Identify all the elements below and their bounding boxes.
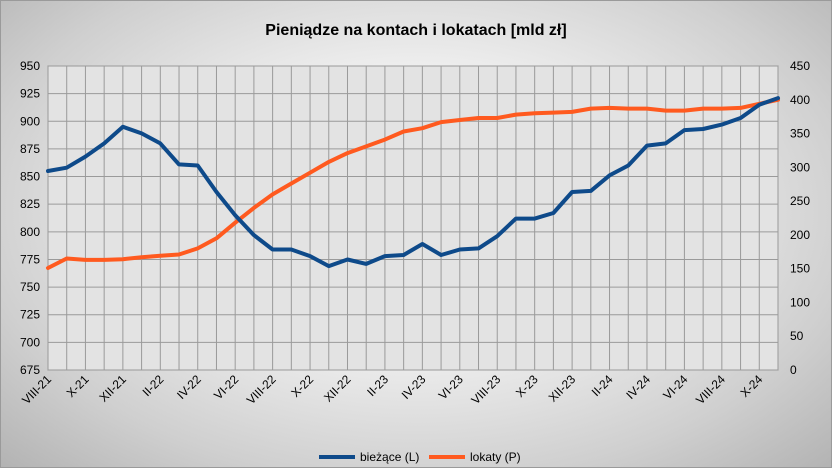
left-tick-label: 750 — [20, 280, 40, 294]
left-tick-label: 950 — [20, 59, 40, 73]
x-tick-label: VIII-23 — [468, 372, 503, 407]
x-tick-label: X-24 — [738, 372, 766, 400]
x-tick-label: XII-21 — [96, 372, 129, 405]
x-tick-label: IV-23 — [399, 372, 429, 402]
right-tick-label: 400 — [790, 93, 810, 107]
right-axis-ticks: 0 50 100 150 200 250 300 350 400 450 — [790, 59, 810, 377]
legend: bieżące (L) lokaty (P) — [319, 450, 521, 464]
right-tick-label: 350 — [790, 127, 810, 141]
grid — [47, 65, 779, 371]
series-line — [46, 96, 780, 269]
chart-title: Pieniądze na kontach i lokatach [mld zł] — [265, 22, 566, 39]
left-tick-label: 800 — [20, 225, 40, 239]
left-tick-label: 825 — [20, 197, 40, 211]
plot-area — [47, 65, 779, 371]
right-tick-label: 450 — [790, 59, 810, 73]
right-tick-label: 0 — [790, 363, 797, 377]
x-tick-label: VI-22 — [211, 372, 241, 402]
legend-label: lokaty (P) — [470, 450, 521, 464]
x-axis-ticks: VIII-21 X-21 XII-21 II-22 IV-22 VI-22 VIII-22 X… — [19, 372, 765, 407]
x-tick-label: IV-24 — [623, 372, 653, 402]
left-tick-label: 725 — [20, 308, 40, 322]
left-tick-label: 675 — [20, 363, 40, 377]
x-tick-label: VI-24 — [660, 372, 690, 402]
left-tick-label: 900 — [20, 114, 40, 128]
x-tick-label: II-22 — [140, 372, 167, 399]
x-tick-label: VIII-22 — [244, 372, 279, 407]
legend-label: bieżące (L) — [360, 450, 419, 464]
right-tick-label: 300 — [790, 160, 810, 174]
x-tick-label: XII-23 — [546, 372, 579, 405]
left-tick-label: 775 — [20, 252, 40, 266]
right-tick-label: 50 — [790, 329, 804, 343]
series-lines — [46, 96, 780, 270]
x-tick-label: X-21 — [64, 372, 92, 400]
left-tick-label: 875 — [20, 142, 40, 156]
left-tick-label: 850 — [20, 170, 40, 184]
x-tick-label: VIII-24 — [693, 372, 728, 407]
x-tick-label: X-23 — [513, 372, 541, 400]
series-line — [46, 97, 780, 270]
left-axis-ticks: 675 700 725 750 775 800 825 850 875 900 925 950 — [20, 59, 40, 377]
x-tick-label: II-24 — [589, 372, 616, 399]
x-tick-label: II-23 — [364, 372, 391, 399]
right-tick-label: 150 — [790, 262, 810, 276]
right-tick-label: 200 — [790, 228, 810, 242]
right-tick-label: 250 — [790, 194, 810, 208]
x-tick-label: VIII-21 — [19, 372, 54, 407]
x-tick-label: X-22 — [288, 372, 316, 400]
left-tick-label: 700 — [20, 335, 40, 349]
left-tick-label: 925 — [20, 87, 40, 101]
x-tick-label: XII-22 — [321, 372, 354, 405]
x-tick-label: VI-23 — [436, 372, 466, 402]
x-tick-label: IV-22 — [174, 372, 204, 402]
right-tick-label: 100 — [790, 295, 810, 309]
